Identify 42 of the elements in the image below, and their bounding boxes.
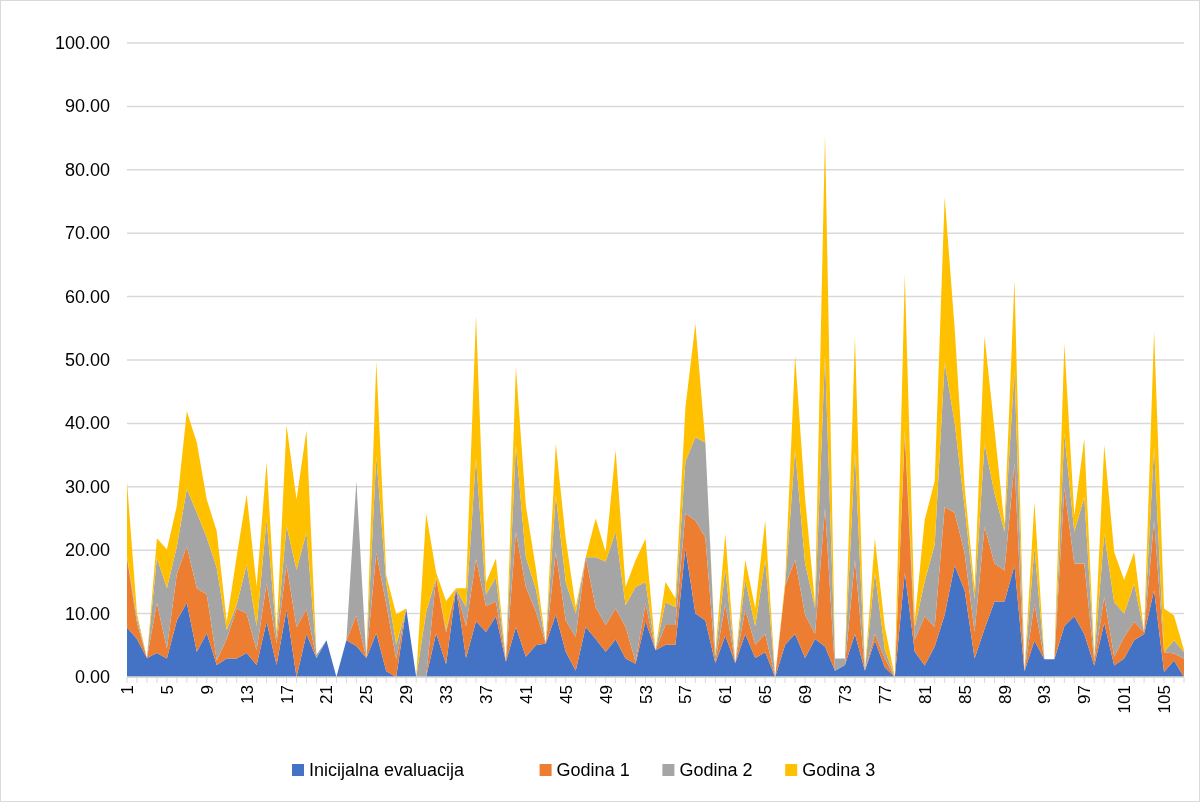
x-tick-label: 29 [397,685,417,704]
x-tick-label: 57 [676,685,696,704]
legend-label: Inicijalna evaluacija [309,760,466,780]
x-tick-label: 13 [237,685,257,704]
x-tick-label: 5 [157,685,177,695]
x-tick-label: 61 [716,685,736,704]
x-tick-label: 77 [875,685,895,704]
x-tick-label: 17 [277,685,297,704]
y-tick-label: 70.00 [64,223,110,244]
legend-label: Godina 3 [802,760,876,780]
x-tick-label: 1 [118,685,137,695]
x-tick-label: 21 [317,685,337,704]
y-tick-label: 30.00 [64,476,110,497]
y-tick-label: 10.00 [64,603,110,624]
x-tick-label: 73 [835,685,855,704]
y-tick-label: 20.00 [64,540,110,561]
x-tick-label: 89 [995,685,1015,704]
x-tick-label: 49 [596,685,616,704]
x-tick-label: 81 [915,685,935,704]
x-tick-label: 37 [476,685,496,704]
x-tick-label: 9 [197,685,217,695]
y-tick-label: 0.00 [74,667,110,687]
legend-label: Godina 1 [556,760,630,780]
y-tick-label: 90.00 [64,96,110,117]
x-tick-label: 69 [796,685,816,704]
x-tick-label: 53 [636,685,656,704]
x-tick-label: 41 [516,685,536,704]
x-tick-label: 97 [1075,685,1095,704]
x-tick-label: 45 [556,685,576,704]
x-tick-label: 101 [1115,685,1135,714]
x-tick-label: 105 [1155,685,1175,714]
y-tick-label: 50.00 [64,350,110,370]
legend-label: Godina 2 [679,760,753,780]
y-tick-label: 80.00 [64,159,110,180]
y-tick-label: 100.00 [54,33,110,53]
x-tick-label: 85 [955,685,975,704]
x-tick-label: 33 [437,685,457,704]
x-tick-label: 93 [1035,685,1055,704]
x-tick-label: 25 [357,685,377,704]
x-tick-label: 65 [756,685,776,704]
y-tick-label: 40.00 [64,413,110,434]
y-tick-label: 60.00 [64,286,110,307]
